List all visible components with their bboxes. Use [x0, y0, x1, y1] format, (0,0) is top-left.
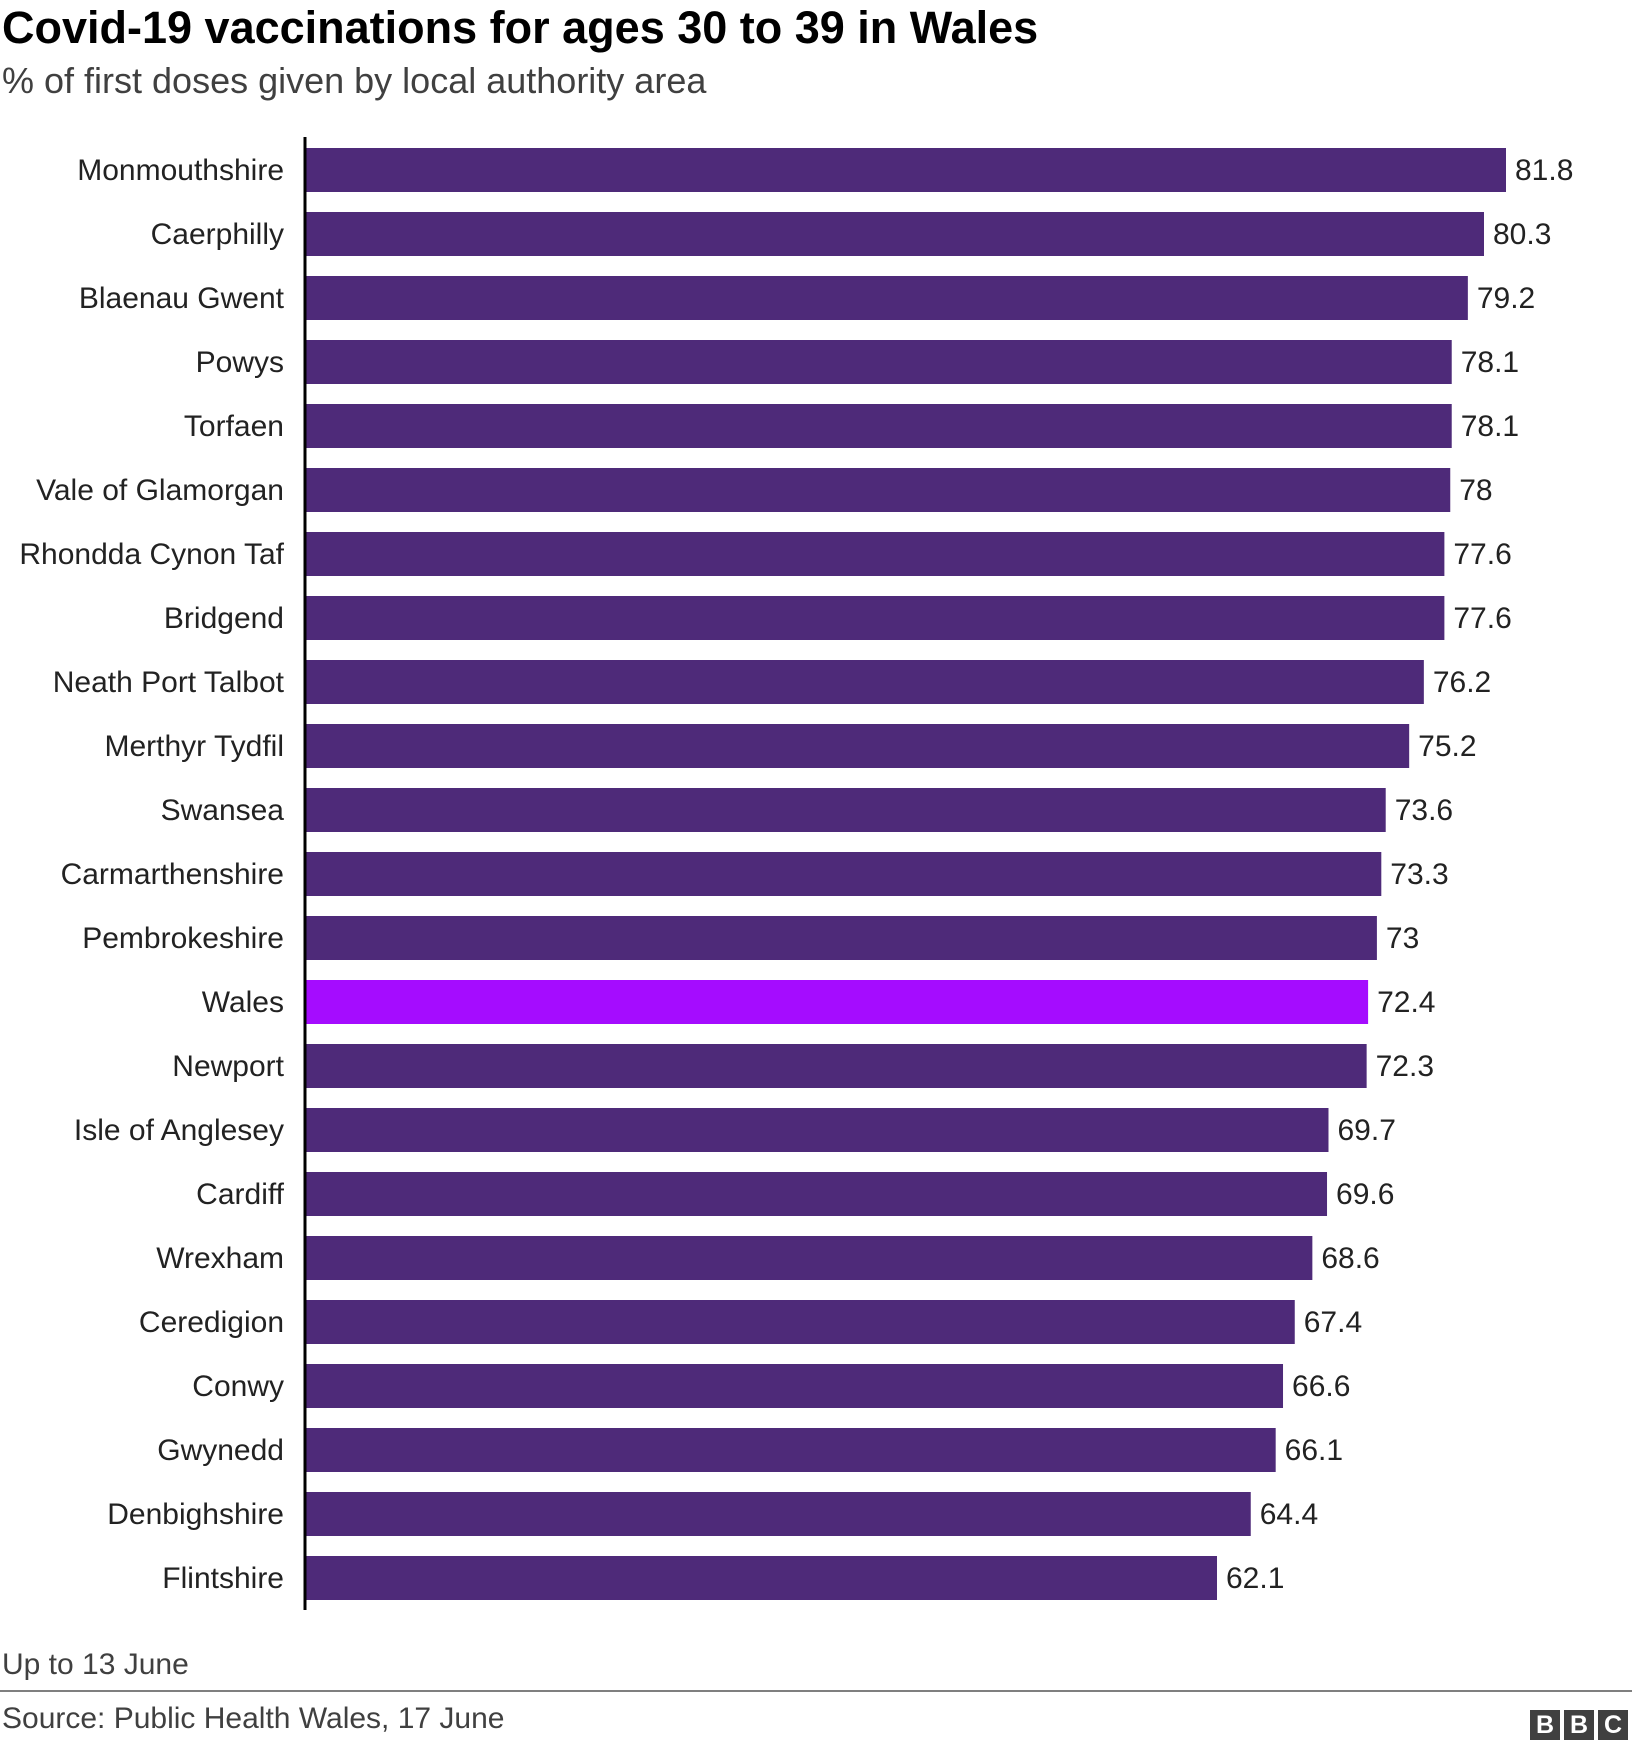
- value-label-caerphilly: 80.3: [1493, 218, 1551, 251]
- value-label-carmarthenshire: 73.3: [1390, 858, 1448, 891]
- category-label-monmouthshire: Monmouthshire: [77, 154, 284, 187]
- value-label-swansea: 73.6: [1395, 794, 1453, 827]
- bar-swansea: [306, 788, 1386, 832]
- value-label-powys: 78.1: [1461, 346, 1519, 379]
- value-label-pembrokeshire: 73: [1386, 922, 1419, 955]
- category-label-denbighshire: Denbighshire: [107, 1498, 284, 1531]
- category-label-isle-of-anglesey: Isle of Anglesey: [74, 1114, 284, 1147]
- category-label-blaenau-gwent: Blaenau Gwent: [79, 282, 285, 315]
- category-label-caerphilly: Caerphilly: [151, 218, 284, 251]
- bar-wales: [306, 980, 1369, 1024]
- category-label-swansea: Swansea: [161, 794, 285, 827]
- value-label-monmouthshire: 81.8: [1515, 154, 1573, 187]
- footer-divider: [0, 1690, 1632, 1692]
- value-label-blaenau-gwent: 79.2: [1477, 282, 1535, 315]
- bar-conwy: [306, 1364, 1284, 1408]
- bar-powys: [306, 340, 1452, 384]
- chart-title: Covid-19 vaccinations for ages 30 to 39 …: [2, 2, 1039, 53]
- bar-wrexham: [306, 1236, 1313, 1280]
- bar-rhondda-cynon-taf: [306, 532, 1445, 576]
- value-label-isle-of-anglesey: 69.7: [1337, 1114, 1395, 1147]
- bar-vale-of-glamorgan: [306, 468, 1451, 512]
- category-label-rhondda-cynon-taf: Rhondda Cynon Taf: [19, 538, 284, 571]
- category-label-wrexham: Wrexham: [156, 1242, 284, 1275]
- bar-cardiff: [306, 1172, 1328, 1216]
- category-label-torfaen: Torfaen: [184, 410, 284, 443]
- category-label-pembrokeshire: Pembrokeshire: [82, 922, 284, 955]
- value-label-torfaen: 78.1: [1461, 410, 1519, 443]
- bar-carmarthenshire: [306, 852, 1382, 896]
- category-label-newport: Newport: [172, 1050, 284, 1083]
- source-note: Source: Public Health Wales, 17 June: [2, 1702, 505, 1735]
- category-label-vale-of-glamorgan: Vale of Glamorgan: [36, 474, 284, 507]
- bar-flintshire: [306, 1556, 1218, 1600]
- value-label-vale-of-glamorgan: 78: [1459, 474, 1492, 507]
- bar-merthyr-tydfil: [306, 724, 1410, 768]
- value-label-flintshire: 62.1: [1226, 1562, 1284, 1595]
- bars: [306, 148, 1506, 1600]
- value-label-conwy: 66.6: [1292, 1370, 1350, 1403]
- bar-gwynedd: [306, 1428, 1276, 1472]
- category-label-carmarthenshire: Carmarthenshire: [61, 858, 284, 891]
- value-label-denbighshire: 64.4: [1260, 1498, 1318, 1531]
- bar-denbighshire: [306, 1492, 1251, 1536]
- bbc-logo-letter: B: [1530, 1710, 1560, 1740]
- value-label-cardiff: 69.6: [1336, 1178, 1394, 1211]
- bbc-logo-letter: B: [1564, 1710, 1594, 1740]
- value-label-gwynedd: 66.1: [1285, 1434, 1343, 1467]
- value-label-wales: 72.4: [1377, 986, 1435, 1019]
- bar-pembrokeshire: [306, 916, 1377, 960]
- value-label-neath-port-talbot: 76.2: [1433, 666, 1491, 699]
- category-labels: Monmouthshire Caerphilly Blaenau Gwent Powy…: [19, 154, 284, 1595]
- bbc-logo: B B C: [1530, 1710, 1628, 1740]
- value-label-rhondda-cynon-taf: 77.6: [1453, 538, 1511, 571]
- bbc-logo-letter: C: [1598, 1710, 1628, 1740]
- bar-monmouthshire: [306, 148, 1506, 192]
- value-label-wrexham: 68.6: [1321, 1242, 1379, 1275]
- bar-blaenau-gwent: [306, 276, 1468, 320]
- footnote: Up to 13 June: [2, 1648, 189, 1681]
- value-label-bridgend: 77.6: [1453, 602, 1511, 635]
- chart-subtitle: % of first doses given by local authorit…: [2, 60, 707, 101]
- category-label-bridgend: Bridgend: [164, 602, 284, 635]
- category-label-gwynedd: Gwynedd: [157, 1434, 284, 1467]
- category-label-wales: Wales: [202, 986, 284, 1019]
- category-label-powys: Powys: [196, 346, 284, 379]
- bar-ceredigion: [306, 1300, 1295, 1344]
- value-label-ceredigion: 67.4: [1304, 1306, 1362, 1339]
- value-label-merthyr-tydfil: 75.2: [1418, 730, 1476, 763]
- category-label-merthyr-tydfil: Merthyr Tydfil: [105, 730, 285, 763]
- category-label-neath-port-talbot: Neath Port Talbot: [53, 666, 285, 699]
- category-label-ceredigion: Ceredigion: [139, 1306, 284, 1339]
- bar-torfaen: [306, 404, 1452, 448]
- bar-caerphilly: [306, 212, 1484, 256]
- bar-newport: [306, 1044, 1367, 1088]
- category-label-flintshire: Flintshire: [162, 1562, 284, 1595]
- value-label-newport: 72.3: [1376, 1050, 1434, 1083]
- bar-chart: Monmouthshire Caerphilly Blaenau Gwent Powy…: [19, 137, 1573, 1610]
- value-labels: 81.8 80.3 79.2 78.1 78.1 78 77.6 77.6 76.2 75.2 73…: [1226, 154, 1573, 1595]
- bar-isle-of-anglesey: [306, 1108, 1329, 1152]
- category-label-cardiff: Cardiff: [196, 1178, 284, 1211]
- bar-neath-port-talbot: [306, 660, 1424, 704]
- bar-bridgend: [306, 596, 1445, 640]
- category-label-conwy: Conwy: [192, 1370, 284, 1403]
